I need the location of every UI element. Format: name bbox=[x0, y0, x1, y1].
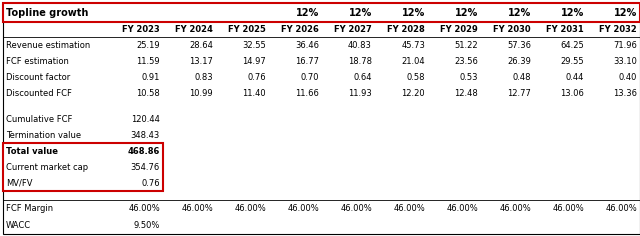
Text: 12.20: 12.20 bbox=[401, 89, 425, 98]
Text: 13.17: 13.17 bbox=[189, 56, 213, 66]
Text: 10.58: 10.58 bbox=[136, 89, 160, 98]
Text: 46.00%: 46.00% bbox=[499, 204, 531, 213]
Text: 13.06: 13.06 bbox=[560, 89, 584, 98]
Text: 10.99: 10.99 bbox=[189, 89, 213, 98]
Text: 36.46: 36.46 bbox=[295, 41, 319, 50]
Text: 12.48: 12.48 bbox=[454, 89, 478, 98]
Text: 11.93: 11.93 bbox=[348, 89, 372, 98]
Text: FY 2028: FY 2028 bbox=[387, 25, 425, 34]
Text: 9.50%: 9.50% bbox=[134, 221, 160, 230]
Text: 40.83: 40.83 bbox=[348, 41, 372, 50]
Text: Revenue estimation: Revenue estimation bbox=[6, 41, 90, 50]
Text: 28.64: 28.64 bbox=[189, 41, 213, 50]
Text: FY 2030: FY 2030 bbox=[493, 25, 531, 34]
Text: 11.59: 11.59 bbox=[136, 56, 160, 66]
Text: 0.76: 0.76 bbox=[248, 73, 266, 82]
Text: 46.00%: 46.00% bbox=[128, 204, 160, 213]
Text: 46.00%: 46.00% bbox=[552, 204, 584, 213]
Text: 46.00%: 46.00% bbox=[446, 204, 478, 213]
Text: FY 2023: FY 2023 bbox=[122, 25, 160, 34]
Text: 46.00%: 46.00% bbox=[393, 204, 425, 213]
Text: FY 2027: FY 2027 bbox=[334, 25, 372, 34]
Text: 0.91: 0.91 bbox=[141, 73, 160, 82]
Text: 16.77: 16.77 bbox=[295, 56, 319, 66]
Text: FY 2031: FY 2031 bbox=[547, 25, 584, 34]
Text: 12%: 12% bbox=[349, 8, 372, 17]
Text: FY 2026: FY 2026 bbox=[281, 25, 319, 34]
Text: 12%: 12% bbox=[508, 8, 531, 17]
Text: 18.78: 18.78 bbox=[348, 56, 372, 66]
Bar bbox=[3, 3, 640, 22]
Text: 12%: 12% bbox=[402, 8, 425, 17]
Text: Cumulative FCF: Cumulative FCF bbox=[6, 114, 72, 123]
Text: 11.66: 11.66 bbox=[295, 89, 319, 98]
Text: 12.77: 12.77 bbox=[507, 89, 531, 98]
Text: Discount factor: Discount factor bbox=[6, 73, 70, 82]
Text: 45.73: 45.73 bbox=[401, 41, 425, 50]
Text: 12%: 12% bbox=[614, 8, 637, 17]
Text: 0.40: 0.40 bbox=[619, 73, 637, 82]
Text: 0.44: 0.44 bbox=[566, 73, 584, 82]
Text: FCF estimation: FCF estimation bbox=[6, 56, 69, 66]
Text: 64.25: 64.25 bbox=[560, 41, 584, 50]
Text: 12%: 12% bbox=[455, 8, 478, 17]
Text: Total value: Total value bbox=[6, 147, 58, 156]
Bar bbox=[3, 143, 163, 191]
Text: 0.76: 0.76 bbox=[141, 178, 160, 187]
Text: Termination value: Termination value bbox=[6, 131, 81, 139]
Text: 12%: 12% bbox=[561, 8, 584, 17]
Text: 46.00%: 46.00% bbox=[181, 204, 213, 213]
Text: FY 2024: FY 2024 bbox=[175, 25, 213, 34]
Text: 21.04: 21.04 bbox=[401, 56, 425, 66]
Text: 29.55: 29.55 bbox=[561, 56, 584, 66]
Text: FY 2029: FY 2029 bbox=[440, 25, 478, 34]
Text: 13.36: 13.36 bbox=[613, 89, 637, 98]
Text: WACC: WACC bbox=[6, 221, 31, 230]
Text: 120.44: 120.44 bbox=[131, 114, 160, 123]
Text: 26.39: 26.39 bbox=[507, 56, 531, 66]
Text: 354.76: 354.76 bbox=[131, 163, 160, 172]
Text: FCF Margin: FCF Margin bbox=[6, 204, 53, 213]
Text: 46.00%: 46.00% bbox=[234, 204, 266, 213]
Text: 51.22: 51.22 bbox=[454, 41, 478, 50]
Text: 46.00%: 46.00% bbox=[340, 204, 372, 213]
Text: 0.70: 0.70 bbox=[301, 73, 319, 82]
Text: Current market cap: Current market cap bbox=[6, 163, 88, 172]
Text: Discounted FCF: Discounted FCF bbox=[6, 89, 72, 98]
Text: 57.36: 57.36 bbox=[507, 41, 531, 50]
Text: 46.00%: 46.00% bbox=[287, 204, 319, 213]
Text: 12%: 12% bbox=[296, 8, 319, 17]
Text: 32.55: 32.55 bbox=[243, 41, 266, 50]
Text: 0.64: 0.64 bbox=[353, 73, 372, 82]
Text: Topline growth: Topline growth bbox=[6, 8, 88, 17]
Text: 71.96: 71.96 bbox=[613, 41, 637, 50]
Text: 23.56: 23.56 bbox=[454, 56, 478, 66]
Text: 0.53: 0.53 bbox=[460, 73, 478, 82]
Text: 0.83: 0.83 bbox=[195, 73, 213, 82]
Text: 11.40: 11.40 bbox=[243, 89, 266, 98]
Text: MV/FV: MV/FV bbox=[6, 178, 33, 187]
Text: 0.58: 0.58 bbox=[406, 73, 425, 82]
Text: FY 2032: FY 2032 bbox=[599, 25, 637, 34]
Text: 468.86: 468.86 bbox=[127, 147, 160, 156]
Text: 46.00%: 46.00% bbox=[605, 204, 637, 213]
Text: 33.10: 33.10 bbox=[613, 56, 637, 66]
Text: 0.48: 0.48 bbox=[513, 73, 531, 82]
Text: 14.97: 14.97 bbox=[243, 56, 266, 66]
Text: 25.19: 25.19 bbox=[136, 41, 160, 50]
Text: FY 2025: FY 2025 bbox=[228, 25, 266, 34]
Text: 348.43: 348.43 bbox=[131, 131, 160, 139]
